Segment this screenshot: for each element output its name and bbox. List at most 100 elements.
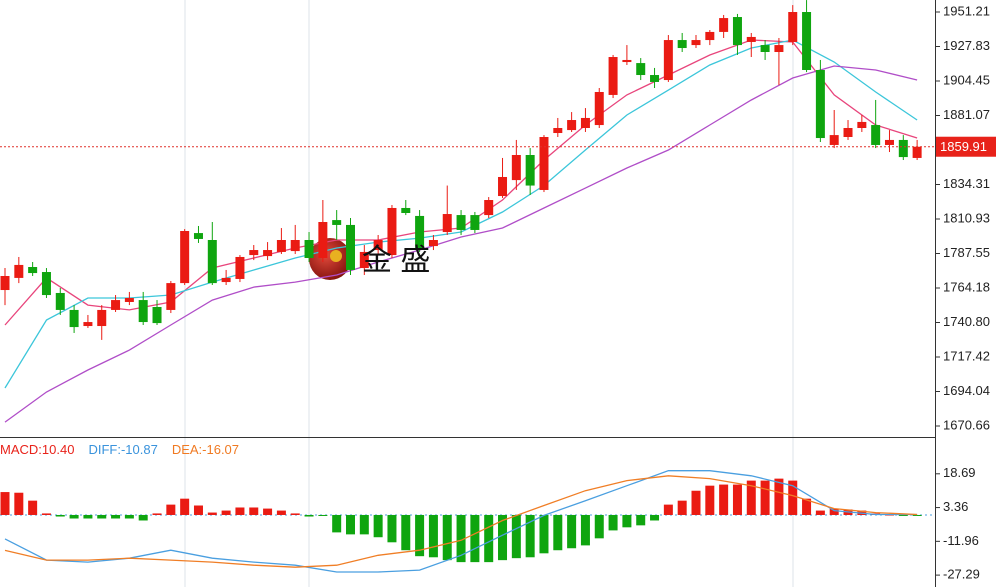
macd-bar [802,498,812,515]
macd-panel [0,470,935,573]
candle-body [580,117,590,128]
y-tick-label: 1787.55 [943,245,990,260]
candle-body [594,91,604,126]
candle-body [898,139,908,158]
macd-bar [415,514,425,557]
candle-body [843,127,853,137]
watermark-text: 金 盛 [362,244,430,277]
y-tick-label: 1834.31 [943,176,990,191]
macd-bar [456,514,466,563]
macd-bar [83,514,93,519]
candle-body [401,207,411,213]
macd-bar [304,514,314,517]
candle-body [884,139,894,145]
candle-body [567,120,577,131]
macd-bar [594,514,604,539]
candle-body [83,322,93,327]
macd-bar [124,514,134,519]
candle-body [263,250,273,257]
candle-body [373,240,383,251]
macd-bar [138,514,148,521]
logo-dot [330,250,342,262]
candle-body [249,250,259,256]
macd-bar [580,514,590,546]
macd-bar [705,485,715,515]
macd-bar [650,514,660,521]
macd-bar [498,514,508,561]
candle-body [746,36,756,42]
macd-bar [470,514,480,563]
macd-bar [636,514,646,526]
macd-bar [111,514,121,519]
macd-bar [719,484,729,515]
candle-body [180,230,190,284]
candle-body [650,75,660,82]
candle-body [442,214,452,233]
y-tick-label: 1740.80 [943,314,990,329]
candle-body [97,309,107,327]
macd-bar [829,508,839,515]
macd-bar [373,514,383,538]
macd-bar [539,514,549,554]
macd-bar [401,514,411,551]
macd-bar [387,514,397,543]
macd-bar [0,492,10,515]
candle-body [691,40,701,46]
candle-body [276,240,286,252]
macd-bar [511,514,521,559]
last-price-label: 1859.91 [940,139,987,154]
macd-bar [608,514,618,531]
candle-body [304,240,314,259]
candle-body [221,277,231,283]
candle-body [359,251,369,269]
macd-bar [69,514,79,519]
candle-body [415,215,425,248]
candle-body [539,136,549,190]
candle-body [193,233,203,239]
y-tick-label: 3.36 [943,499,968,514]
y-tick-label: -11.96 [943,533,979,548]
candle-body [608,57,618,95]
macd-bar [359,514,369,535]
candle-body [28,267,38,274]
macd-bar [442,514,452,561]
macd-bar [567,514,577,549]
indicator-value: -16.07 [202,442,239,457]
macd-bar [235,507,245,515]
candle-body [636,63,646,76]
y-tick-label: 1904.45 [943,72,990,87]
macd-bar [14,492,24,515]
line-series [4,475,918,568]
line-series [4,470,918,573]
candle-body [470,215,480,230]
y-tick-label: -27.29 [943,567,980,582]
indicator-name: DEA: [172,442,202,457]
macd-bar [221,510,231,515]
candle-body [484,200,494,216]
candle-body [857,121,867,128]
candle-body [705,31,715,41]
candle-body [207,240,217,284]
macd-bar [97,514,107,519]
macd-bar [28,500,38,515]
candle-body [166,283,176,310]
candle-body [235,256,245,279]
candle-body [912,146,922,158]
candle-body [760,45,770,53]
macd-bar [553,514,563,551]
price-panel [0,0,935,423]
y-tick-label: 1694.04 [943,383,990,398]
indicator-name: DIFF: [88,442,121,457]
candle-body [290,240,300,252]
candle-body [511,155,521,181]
y-tick-label: 1881.07 [943,107,990,122]
candle-body [14,264,24,278]
candle-body [69,309,79,328]
macd-bar [774,478,784,515]
candle-body [622,59,632,63]
macd-bar [622,514,632,528]
macd-bar [276,510,286,515]
